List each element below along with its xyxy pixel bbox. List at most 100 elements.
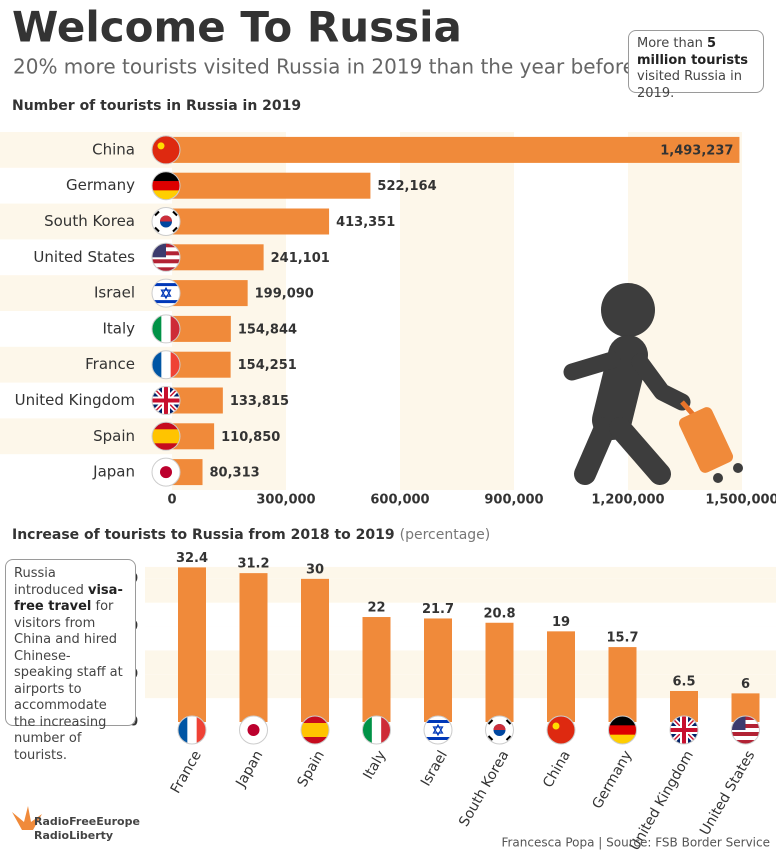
flag-part [172,226,178,233]
flag-part [152,429,180,444]
flag-part [381,716,391,744]
flag-icon [424,716,452,744]
bar [172,315,231,342]
flag-part [160,215,172,222]
flag-part [154,226,160,233]
flag-part [161,314,172,343]
flag-icon [547,716,575,744]
chart-1: 0 300,000 600,000 900,000 1,200,000 1,500,000… [0,132,776,508]
flag-border [485,715,514,745]
callout-text: More than [637,36,703,51]
row-stripe [0,418,172,455]
flag-part [731,732,760,737]
flag-icon [152,350,180,379]
flag-border [669,715,699,745]
value-label: 241,101 [271,251,330,266]
flag-part [172,210,178,217]
flag-part [731,728,760,733]
flag-part [152,255,180,260]
bar [172,208,330,235]
flag-part [552,722,560,730]
category-label: Israel [94,284,135,302]
flag-part [152,181,180,191]
flag-border [151,171,181,201]
value-label: 110,850 [221,430,280,445]
flag-part [487,719,494,725]
x-tick-label: France [168,748,205,796]
flag-icon [301,716,329,744]
flag-part [424,737,452,740]
value-label: 30 [306,562,324,577]
column-stripe [400,132,514,490]
category-label: United States [33,248,135,266]
flag-part [301,723,329,737]
walking-person-icon [563,283,743,485]
flag-icon [152,135,180,164]
value-label: 32.4 [176,551,208,566]
x-tick-label: Germany [589,748,635,812]
category-label: Italy [102,319,135,337]
flag-border [177,715,207,745]
flag-part [170,314,180,343]
flag-part [152,314,162,343]
flag-part [152,135,180,164]
flag-border [151,278,181,308]
flag-border [300,715,330,745]
value-label: 133,815 [230,394,289,409]
flag-border [546,715,576,745]
flag-border [151,421,181,451]
chart-title: Increase of tourists to Russia from 2018… [12,527,490,543]
flag-part [608,725,637,736]
flag-border [151,135,181,165]
flag-border [423,715,453,745]
x-tick-label: 900,000 [484,493,543,508]
flag-icon [152,279,180,308]
flag-part [152,267,180,272]
logo-text: RadioLiberty [34,829,113,842]
flag-border [239,715,268,745]
chart-unit: (percentage) [400,527,491,543]
chart-2: 010203032.4France31.2Japan30Spain22Italy… [120,551,776,853]
bar [172,172,371,199]
flag-part [731,736,760,741]
flag-icon [152,243,180,272]
value-label: 1,493,237 [660,143,733,158]
flag-border [151,242,181,272]
flag-part [152,300,180,304]
bar [172,136,740,163]
bar [172,280,248,307]
flag-part [731,740,760,744]
flag-part [424,720,452,723]
flag-part [487,735,494,741]
value-label: 21.7 [422,602,454,617]
chart-title-text: Increase of tourists to Russia from 2018… [12,527,395,543]
flag-part [154,210,160,217]
callout-bold: 5 million tourists [637,36,749,68]
bar [301,578,329,722]
flag-part [371,716,382,744]
flag-icon [152,314,180,343]
subtitle: 20% more tourists visited Russia in 2019… [13,55,641,79]
category-label: France [85,355,135,373]
x-tick-label: Spain [295,748,328,790]
value-label: 199,090 [255,287,314,302]
flag-part [362,716,373,744]
flag-icon [152,386,180,415]
x-tick-label: 1,200,000 [591,493,664,508]
row-stripe [0,203,172,240]
logo-text: RadioFreeEurope [34,815,140,828]
bar [172,351,231,378]
bar [485,622,514,722]
bar [239,573,268,722]
flag-border [151,207,181,236]
value-label: 15.7 [606,631,638,646]
flag-part [160,466,172,479]
credit: Francesca Popa | Source: FSB Border Serv… [501,836,770,850]
flag-icon [362,716,391,744]
category-label: United Kingdom [15,391,135,409]
flag-border [151,457,181,487]
bar [178,567,206,722]
flag-part [152,263,180,268]
x-tick-label: Italy [360,748,389,782]
